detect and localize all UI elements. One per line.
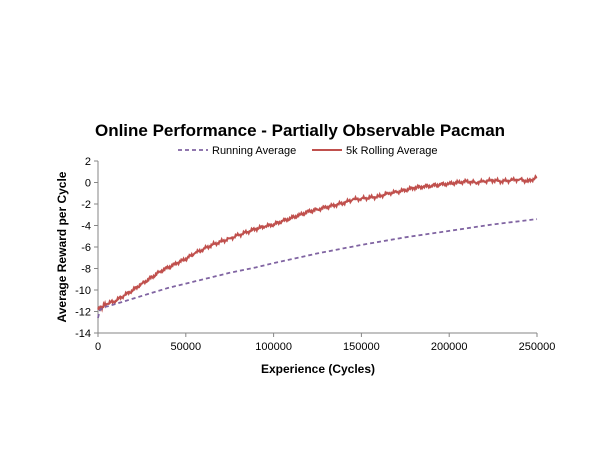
x-tick-label: 200000	[431, 341, 468, 353]
legend-label: Running Average	[212, 145, 296, 157]
y-axis-title: Average Reward per Cycle	[55, 171, 69, 322]
y-tick-label: -8	[81, 264, 91, 276]
plot-area: 2 0 -2 -4 -6 -8 -10 -12 -14 0 50000 100000 150000 200…	[75, 156, 555, 353]
x-tick-label: 50000	[171, 341, 202, 353]
y-tick-label: 2	[85, 156, 91, 168]
legend-item-rolling-average: 5k Rolling Average	[312, 145, 438, 157]
y-tick-label: -4	[81, 221, 91, 233]
legend-item-running-average: Running Average	[178, 145, 296, 157]
y-tick-label: -2	[81, 199, 91, 211]
x-axis-title: Experience (Cycles)	[261, 362, 375, 376]
series-line-running-average	[97, 218, 538, 319]
y-tick-label: -6	[81, 242, 91, 254]
x-tick-label: 150000	[343, 341, 380, 353]
y-tick-label: -10	[75, 285, 91, 297]
legend: Running Average 5k Rolling Average	[178, 145, 438, 157]
series-line-rolling-average	[97, 174, 538, 313]
legend-label: 5k Rolling Average	[346, 145, 438, 157]
x-tick-label: 100000	[255, 341, 292, 353]
x-tick-label: 250000	[519, 341, 556, 353]
x-tick-label: 0	[95, 341, 101, 353]
y-tick-label: -14	[75, 328, 91, 340]
chart-title: Online Performance - Partially Observabl…	[95, 121, 505, 140]
y-tick-label: -12	[75, 307, 91, 319]
y-tick-label: 0	[85, 178, 91, 190]
